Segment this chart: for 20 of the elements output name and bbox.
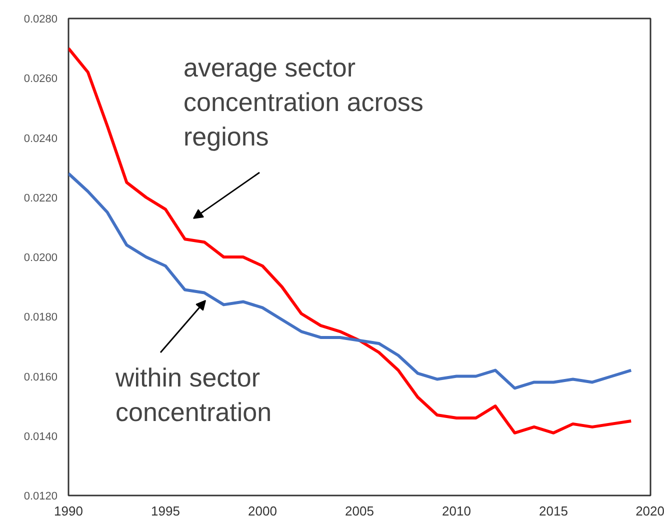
y-tick-label: 0.0140 bbox=[24, 430, 58, 443]
y-tick-label: 0.0160 bbox=[24, 371, 58, 384]
y-tick-label: 0.0260 bbox=[24, 73, 58, 86]
y-tick-label: 0.0200 bbox=[24, 252, 58, 264]
text: average sector concentration across regions bbox=[184, 52, 424, 152]
x-tick-label: 2010 bbox=[442, 504, 471, 518]
y-tick-label: 0.0220 bbox=[24, 192, 58, 204]
x-tick-label: 1990 bbox=[54, 504, 83, 518]
line-series bbox=[68, 46, 633, 434]
y-tick-label: 0.0280 bbox=[24, 14, 58, 26]
y-tick-label: 0.0120 bbox=[24, 490, 58, 502]
x-tick-label: 2020 bbox=[636, 504, 664, 518]
x-tick-label: 2005 bbox=[345, 504, 374, 518]
y-tick-label: 0.0180 bbox=[24, 312, 58, 324]
series-label: within sector concentration bbox=[114, 362, 272, 427]
x-tick-label: 1995 bbox=[151, 504, 180, 518]
line-series bbox=[68, 172, 633, 390]
x-tick-label: 2015 bbox=[539, 504, 568, 518]
x-tick-label: 2000 bbox=[248, 504, 277, 518]
y-tick-label: 0.0240 bbox=[24, 132, 58, 145]
